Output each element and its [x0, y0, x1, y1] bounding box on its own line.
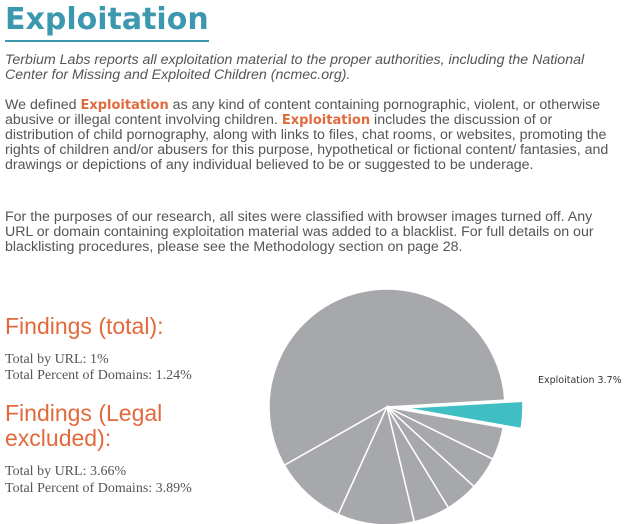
- total-by-url: Total by URL: 1%: [5, 352, 109, 367]
- intro-text: Terbium Labs reports all exploitation ma…: [5, 52, 585, 83]
- total-percent-domains: Total Percent of Domains: 1.24%: [5, 368, 192, 383]
- research-paragraph: For the purposes of our research, all si…: [5, 209, 594, 255]
- exploitation-term: Exploitation: [80, 98, 169, 113]
- legal-excluded-percent-domains: Total Percent of Domains: 3.89%: [5, 481, 192, 496]
- pie-slice: [386, 406, 505, 461]
- findings-legal-heading: Findings (Legal excluded):: [5, 400, 163, 451]
- definition-text-3: includes the discussion of or distributi…: [5, 112, 609, 173]
- exploitation-slice-label: Exploitation 3.7%: [538, 375, 622, 386]
- definition-text-1: We defined: [5, 97, 81, 113]
- legal-excluded-by-url: Total by URL: 3.66%: [5, 464, 127, 479]
- definition-paragraph: We defined Exploitation as any kind of c…: [5, 98, 620, 173]
- findings-total-heading: Findings (total):: [5, 313, 164, 339]
- pie-slice: [283, 405, 389, 516]
- exploitation-term: Exploitation: [281, 113, 371, 128]
- pie-slice: [337, 404, 416, 524]
- definition-text-2: as any kind of content containing pornog…: [5, 97, 601, 128]
- page-title: Exploitation: [5, 0, 209, 42]
- pie-slice-exploitation: [404, 400, 524, 430]
- pie-slice: [268, 288, 506, 467]
